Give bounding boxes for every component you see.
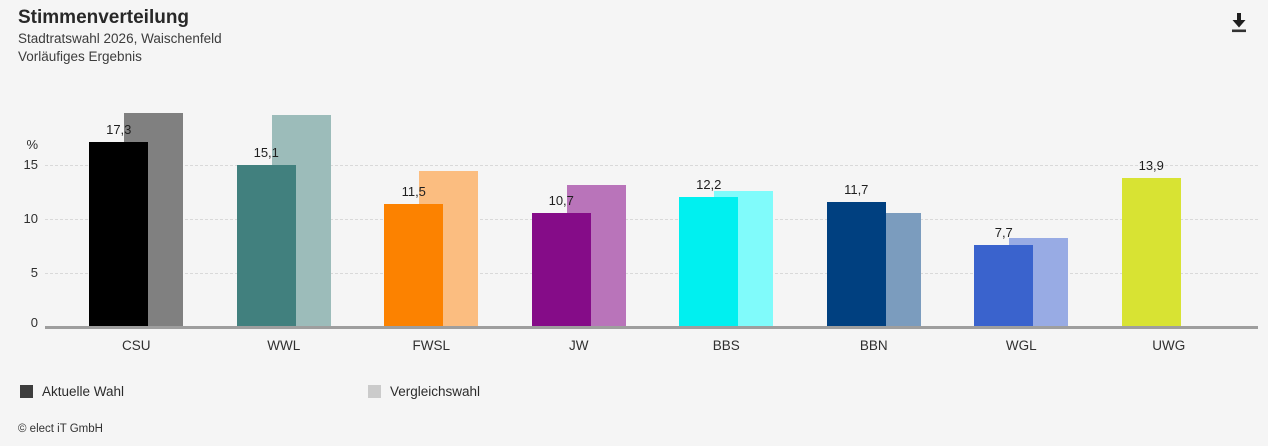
value-label-WGL: 7,7 (994, 225, 1013, 241)
download-button[interactable] (1224, 8, 1254, 38)
legend-label-vergleichswahl: Vergleichswahl (390, 384, 481, 399)
y-axis-tick-10: 10 (23, 211, 38, 226)
value-label-JW: 10,7 (548, 192, 574, 208)
category-label-BBS: BBS (712, 338, 740, 353)
chart-subtitle-line2: Vorläufiges Ergebnis (18, 49, 142, 64)
chart-subtitle-line1: Stadtratswahl 2026, Waischenfeld (18, 31, 222, 46)
category-label-FWSL: FWSL (412, 338, 451, 353)
category-label-WWL: WWL (267, 338, 301, 353)
y-axis-unit-label: % (26, 137, 38, 152)
value-label-BBN: 11,7 (844, 182, 869, 198)
bar-current-WWL (236, 165, 296, 329)
gridline-5 (45, 273, 1258, 274)
y-axis-tick-0: 0 (30, 315, 38, 330)
bar-current-JW (531, 212, 591, 329)
bar-current-BBS (679, 196, 739, 329)
gridline-15 (45, 165, 1258, 166)
value-label-UWG: 13,9 (1138, 158, 1164, 174)
bar-current-WGL (974, 245, 1034, 329)
legend-swatch-aktuelle-wahl (20, 385, 33, 398)
chart-legend: Aktuelle Wahl Vergleichswahl (20, 384, 920, 400)
y-axis-tick-15: 15 (23, 157, 38, 172)
category-label-WGL: WGL (1005, 338, 1037, 353)
x-axis-line (45, 325, 1258, 329)
category-label-UWG: UWG (1152, 338, 1186, 353)
legend-label-aktuelle-wahl: Aktuelle Wahl (42, 384, 125, 399)
legend-swatch-vergleichswahl (368, 385, 381, 398)
bar-current-BBN (826, 202, 886, 329)
copyright: © elect iT GmbH (18, 423, 103, 435)
value-label-FWSL: 11,5 (401, 184, 426, 200)
value-label-BBS: 12,2 (696, 176, 722, 192)
bar-current-FWSL (384, 204, 444, 329)
chart-title: Stimmenverteilung (18, 7, 190, 28)
chart-header: Stimmenverteilung Stadtratswahl 2026, Wa… (18, 6, 222, 66)
value-label-WWL: 15,1 (253, 145, 279, 161)
gridline-10 (45, 219, 1258, 220)
bar-current-UWG (1121, 178, 1181, 329)
category-label-JW: JW (569, 338, 589, 353)
value-label-CSU: 17,3 (106, 121, 132, 137)
legend-item-vergleichswahl[interactable]: Vergleichswahl (368, 384, 480, 399)
bar-current-CSU (89, 141, 149, 329)
category-label-BBN: BBN (859, 338, 888, 353)
category-label-CSU: CSU (121, 338, 151, 353)
legend-item-aktuelle-wahl[interactable]: Aktuelle Wahl (20, 384, 124, 399)
download-icon (1227, 13, 1251, 39)
y-axis-tick-5: 5 (30, 265, 38, 280)
